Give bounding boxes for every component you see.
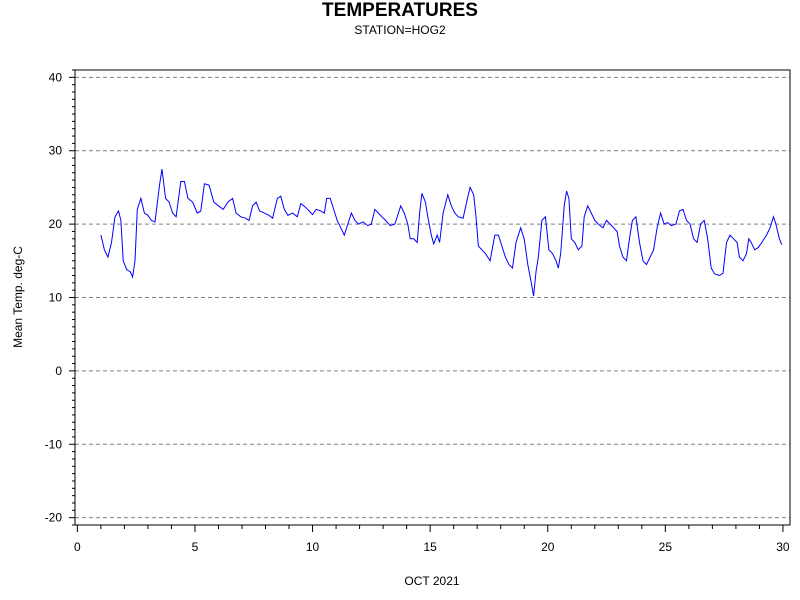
series-layer — [100, 169, 783, 297]
x-tick-label: 20 — [541, 540, 555, 554]
y-tick-label: -10 — [45, 437, 63, 451]
x-tick-label: 30 — [776, 540, 790, 554]
temperature-series-line — [100, 169, 783, 297]
chart-title: TEMPERATURES — [322, 0, 478, 21]
y-tick-label: 10 — [49, 291, 63, 305]
y-tick-label: 30 — [49, 144, 63, 158]
x-tick-label: 5 — [192, 540, 199, 554]
y-tick-label: 20 — [49, 217, 63, 231]
grid-lines — [75, 76, 790, 519]
x-tick-label: 15 — [423, 540, 437, 554]
y-tick-label: 0 — [55, 364, 62, 378]
x-tick-label: 25 — [659, 540, 673, 554]
y-axis-title: Mean Temp. deg-C — [11, 246, 25, 348]
axis-ticks — [69, 69, 784, 532]
y-tick-label: -20 — [45, 511, 63, 525]
chart-subtitle: STATION=HOG2 — [354, 23, 446, 37]
x-axis-title: OCT 2021 — [404, 574, 459, 588]
x-tick-label: 10 — [306, 540, 320, 554]
tick-labels: -20 -10 0 10 20 30 40 0 5 10 15 20 25 30 — [45, 70, 790, 554]
x-tick-label: 0 — [74, 540, 81, 554]
y-tick-label: 40 — [49, 70, 63, 84]
